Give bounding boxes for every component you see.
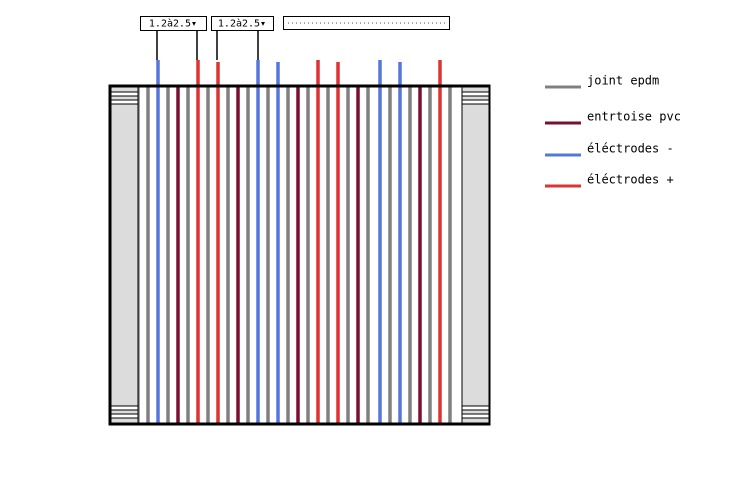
dropdown[interactable] bbox=[211, 16, 274, 31]
legend-label: éléctrodes + bbox=[587, 173, 674, 187]
end-plate-right bbox=[461, 86, 490, 424]
dropdown-label[interactable]: 1.2à2.5▾ bbox=[149, 18, 197, 30]
legend-label: éléctrodes - bbox=[587, 142, 674, 156]
dropdown[interactable] bbox=[140, 16, 207, 31]
end-plate-left bbox=[110, 86, 139, 424]
legend-label: joint epdm bbox=[587, 74, 659, 88]
legend: joint epdm entrtoise pvc éléctrodes - éléct… bbox=[545, 74, 681, 188]
connectors bbox=[156, 30, 259, 60]
end-plate-bars bbox=[110, 91, 490, 419]
dropdown-label[interactable]: 1.2à2.5▾ bbox=[218, 18, 266, 30]
plates bbox=[136, 60, 452, 424]
text-input[interactable] bbox=[283, 16, 450, 30]
legend-label: entrtoise pvc bbox=[587, 110, 681, 124]
